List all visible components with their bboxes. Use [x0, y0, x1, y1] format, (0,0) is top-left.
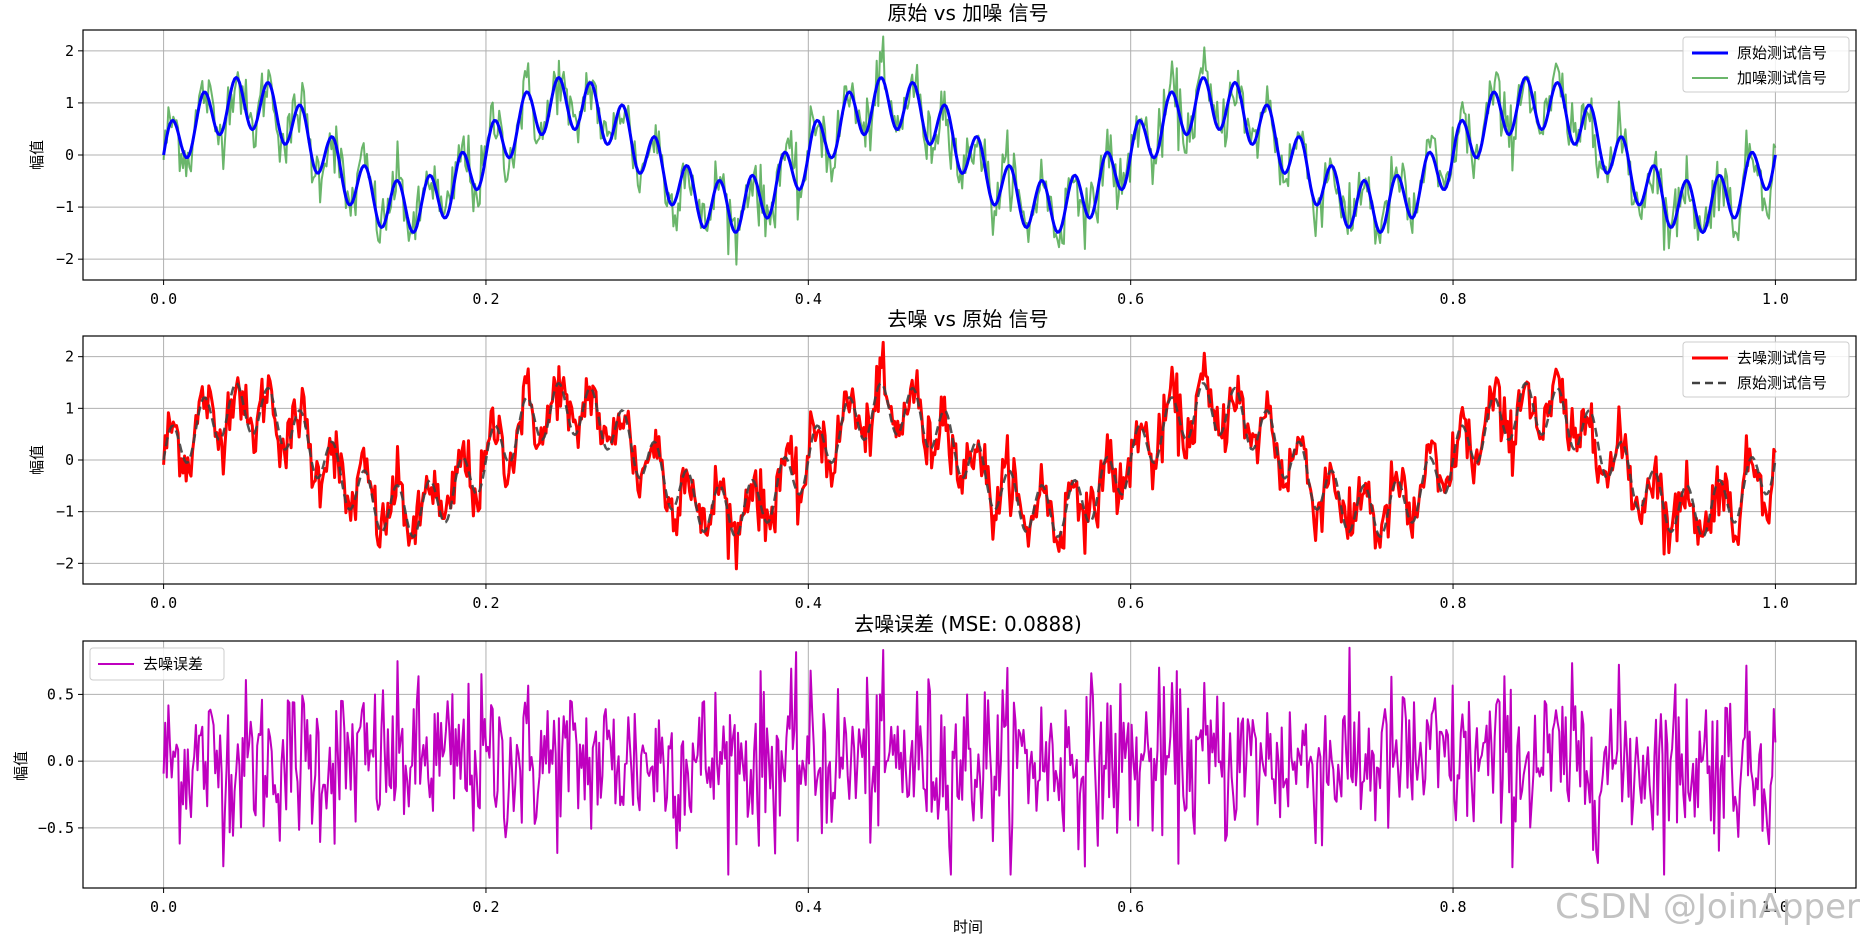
plot-area [162, 35, 1777, 266]
y-tick-label: −0.5 [38, 819, 74, 837]
series-line [162, 381, 1777, 539]
y-tick-label: 1 [65, 94, 74, 112]
plot-area [162, 646, 1777, 876]
y-axis-ticks: −2 −1 0 1 2 [56, 348, 83, 572]
x-tick-label: 1.0 [1762, 898, 1789, 916]
watermark-text: CSDN @JoinApper [1555, 887, 1860, 927]
x-axis-ticks: 0.0 0.2 0.4 0.6 0.8 1.0 [150, 888, 1789, 916]
x-tick-label: 0.6 [1117, 898, 1144, 916]
legend: 去噪测试信号 原始测试信号 [1682, 341, 1850, 398]
y-tick-label: 2 [65, 348, 74, 366]
y-tick-label: 1 [65, 399, 74, 417]
y-tick-label: 0 [65, 146, 74, 164]
legend: 去噪误差 [89, 647, 225, 681]
y-tick-label: −2 [56, 554, 74, 572]
y-axis-ticks: −2 −1 0 1 2 [56, 42, 83, 268]
y-axis-ticks: −0.5 0.0 0.5 [38, 685, 83, 837]
y-axis-label: 幅值 [12, 751, 30, 781]
series-line [162, 340, 1777, 571]
x-tick-label: 0.2 [472, 290, 499, 308]
y-axis-label: 幅值 [28, 140, 46, 170]
plot-area [162, 340, 1777, 571]
legend-label: 原始测试信号 [1737, 374, 1827, 392]
panel-denoised-vs-original: 去噪 vs 原始 信号 幅值 0.0 0.2 0.4 0.6 0.8 1.0 −2 −1 0 1… [28, 307, 1857, 612]
y-tick-label: −1 [56, 198, 74, 216]
x-tick-label: 0.2 [472, 594, 499, 612]
chart-title: 去噪误差 (MSE: 0.0888) [854, 612, 1082, 636]
legend-label: 去噪测试信号 [1737, 349, 1827, 367]
x-tick-label: 0.4 [795, 290, 822, 308]
axes-frame [82, 640, 1857, 889]
x-tick-label: 0.4 [795, 898, 822, 916]
y-tick-label: 2 [65, 42, 74, 60]
legend-label: 去噪误差 [143, 655, 203, 673]
x-tick-label: 0.4 [795, 594, 822, 612]
y-tick-label: −2 [56, 250, 74, 268]
x-tick-label: 0.0 [150, 594, 177, 612]
x-tick-label: 0.0 [150, 290, 177, 308]
x-tick-label: 0.2 [472, 898, 499, 916]
y-tick-label: 0 [65, 451, 74, 469]
y-axis-label: 幅值 [28, 445, 46, 475]
legend: 原始测试信号 加噪测试信号 [1682, 36, 1850, 93]
x-tick-label: 1.0 [1762, 290, 1789, 308]
x-tick-label: 0.8 [1439, 594, 1466, 612]
y-tick-label: 0.0 [47, 752, 74, 770]
x-axis-ticks: 0.0 0.2 0.4 0.6 0.8 1.0 [150, 280, 1789, 308]
y-tick-label: 0.5 [47, 685, 74, 703]
legend-label: 原始测试信号 [1737, 44, 1827, 62]
x-tick-label: 0.0 [150, 898, 177, 916]
x-tick-label: 1.0 [1762, 594, 1789, 612]
chart-title: 去噪 vs 原始 信号 [887, 307, 1048, 331]
series-line [162, 76, 1777, 234]
x-tick-label: 0.8 [1439, 290, 1466, 308]
x-tick-label: 0.6 [1117, 594, 1144, 612]
x-tick-label: 0.6 [1117, 290, 1144, 308]
x-axis-label: 时间 [953, 918, 983, 936]
series-line [162, 646, 1777, 876]
chart-title: 原始 vs 加噪 信号 [887, 1, 1048, 25]
y-tick-label: −1 [56, 503, 74, 521]
x-tick-label: 0.8 [1439, 898, 1466, 916]
panel-original-vs-noisy: 原始 vs 加噪 信号 幅值 0.0 0.2 0.4 0.6 0.8 1.0 −2 −1 0 1… [28, 1, 1857, 308]
legend-box [89, 647, 225, 681]
legend-label: 加噪测试信号 [1737, 69, 1827, 87]
panel-denoise-error: 去噪误差 (MSE: 0.0888) 幅值 0.0 0.2 0.4 0.6 0.8 1.0… [12, 612, 1857, 936]
x-axis-ticks: 0.0 0.2 0.4 0.6 0.8 1.0 [150, 584, 1789, 612]
